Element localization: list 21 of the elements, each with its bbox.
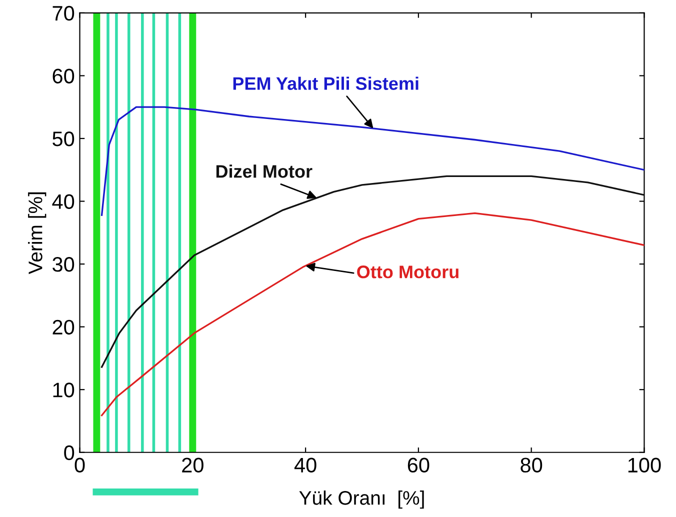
x-tick-label: 40 — [294, 458, 316, 473]
y-tick-label: 0 — [64, 445, 74, 460]
line-series — [100, 106, 644, 216]
x-tick-label: 60 — [408, 458, 430, 473]
y-tick-label: 70 — [52, 6, 74, 21]
y-tick-label: 40 — [52, 194, 74, 210]
series-label: PEM Yakıt Pili Sistemi — [233, 76, 418, 90]
y-tick-label: 30 — [52, 257, 74, 272]
y-tick-label: 60 — [52, 68, 74, 84]
y-tick-label: 10 — [53, 382, 74, 398]
x-tick-label: 80 — [520, 458, 542, 473]
x-tick-label: 20 — [182, 458, 204, 473]
series-label: Otto Motoru — [357, 266, 458, 278]
x-tick-label: 100 — [628, 458, 661, 473]
line-series — [100, 212, 644, 416]
series-label: Dizel Motor — [216, 164, 312, 178]
y-tick-label: 50 — [52, 131, 74, 146]
x-axis-title: Yük Oranı [%] — [299, 490, 424, 509]
x-tick-label: 0 — [74, 458, 85, 473]
y-tick-label: 20 — [52, 320, 74, 335]
y-axis-title: Verim [%] — [28, 192, 46, 274]
